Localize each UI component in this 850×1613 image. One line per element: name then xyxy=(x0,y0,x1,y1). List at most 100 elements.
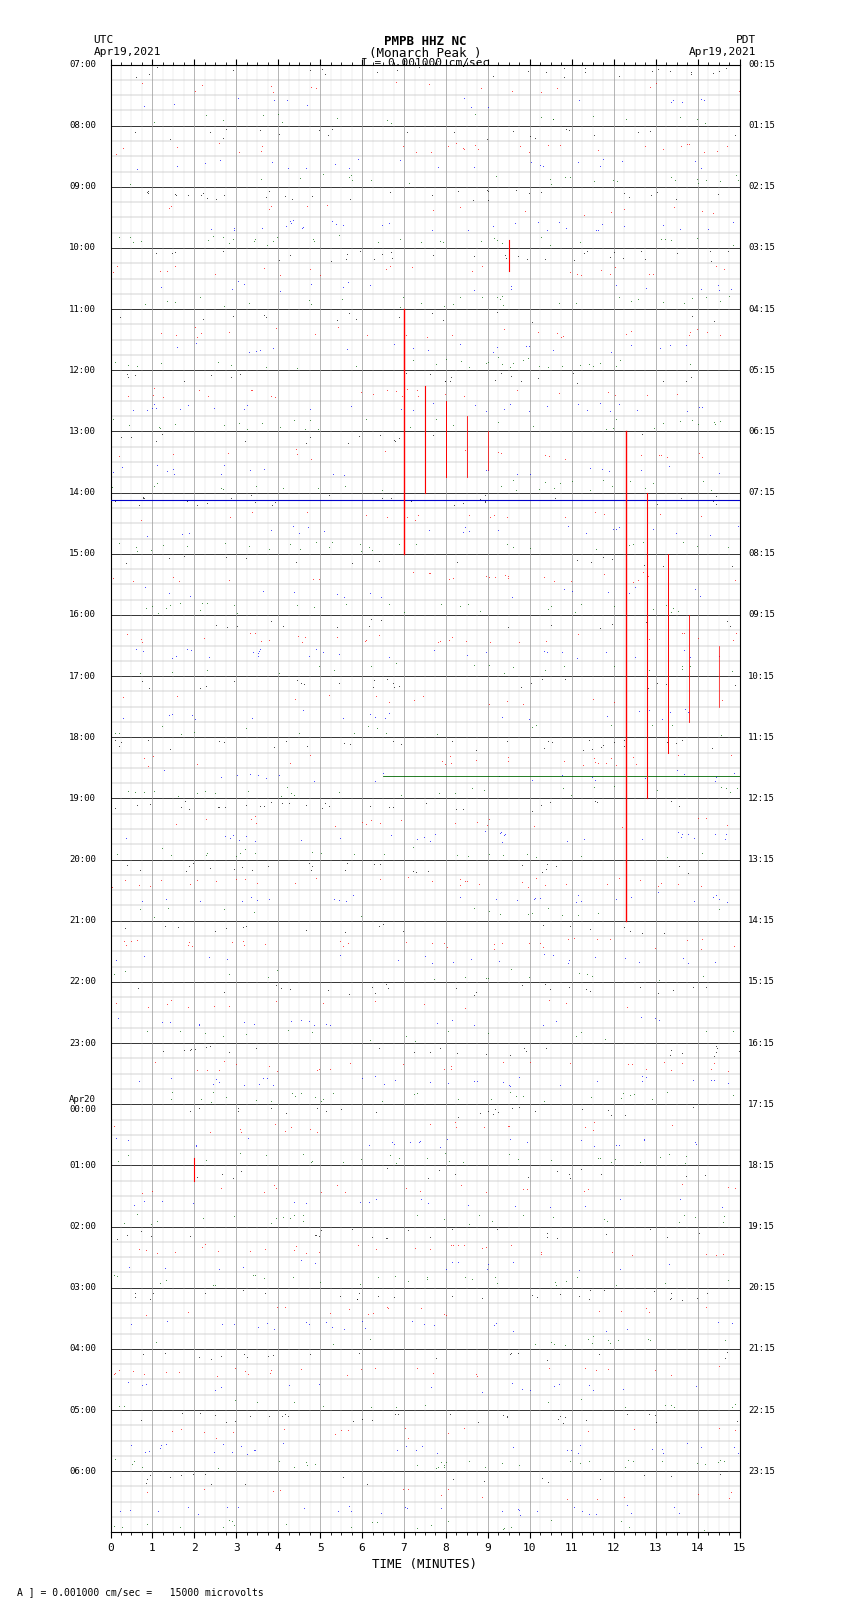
Text: 12:00: 12:00 xyxy=(69,366,96,374)
Point xyxy=(487,226,501,252)
Point xyxy=(530,1284,543,1310)
Point xyxy=(181,1300,195,1326)
Point xyxy=(663,58,677,84)
Point xyxy=(247,898,261,924)
Point xyxy=(266,336,280,361)
Point xyxy=(380,1294,394,1319)
Point xyxy=(683,323,696,348)
Point xyxy=(620,1316,633,1342)
Point xyxy=(302,1311,315,1337)
Point xyxy=(670,240,683,266)
Point xyxy=(613,1186,626,1211)
Point xyxy=(340,240,354,266)
Point xyxy=(358,1315,371,1340)
Point xyxy=(261,853,275,879)
Text: 16:15: 16:15 xyxy=(748,1039,774,1047)
Point xyxy=(540,1036,553,1061)
Point xyxy=(375,486,388,511)
Point xyxy=(479,1179,493,1205)
Point xyxy=(662,1252,676,1277)
Point xyxy=(158,913,172,939)
Point xyxy=(517,1036,530,1061)
Point xyxy=(218,823,231,848)
X-axis label: TIME (MINUTES): TIME (MINUTES) xyxy=(372,1558,478,1571)
Point xyxy=(111,1148,125,1174)
Point xyxy=(264,194,278,219)
Point xyxy=(525,310,539,336)
Point xyxy=(429,406,443,432)
Point xyxy=(651,492,665,518)
Point xyxy=(286,513,300,539)
Point xyxy=(442,627,456,653)
Point xyxy=(586,686,599,711)
Point xyxy=(690,532,704,558)
Point xyxy=(598,1026,612,1052)
Point xyxy=(218,729,231,755)
Point xyxy=(190,868,204,894)
Point xyxy=(614,1508,627,1534)
Point xyxy=(222,994,235,1019)
Point xyxy=(231,268,245,294)
Point xyxy=(588,944,602,969)
Point xyxy=(678,697,692,723)
Point xyxy=(364,808,377,834)
Point xyxy=(258,794,271,819)
Point xyxy=(267,1173,280,1198)
Point xyxy=(258,1281,272,1307)
Point xyxy=(687,824,700,850)
Point xyxy=(344,161,358,187)
Point xyxy=(203,1119,217,1145)
Point xyxy=(171,153,184,179)
Point xyxy=(453,284,467,310)
Point xyxy=(222,568,235,594)
Text: 21:00: 21:00 xyxy=(69,916,96,926)
Text: 10:00: 10:00 xyxy=(69,244,96,253)
Point xyxy=(648,936,661,961)
Point xyxy=(366,1407,379,1432)
Point xyxy=(140,1466,154,1492)
Point xyxy=(446,1232,460,1258)
Point xyxy=(392,1145,405,1171)
Point xyxy=(677,637,690,663)
Point xyxy=(396,918,410,944)
Point xyxy=(199,673,212,698)
Point xyxy=(406,397,420,423)
Point xyxy=(449,131,462,156)
Point xyxy=(574,1155,587,1181)
Point xyxy=(284,1008,298,1034)
Point xyxy=(509,1084,523,1110)
Point xyxy=(688,1129,701,1155)
Point xyxy=(403,415,416,440)
Point xyxy=(227,857,241,882)
Point xyxy=(364,653,377,679)
Point xyxy=(264,384,278,410)
Point xyxy=(491,345,505,371)
Point xyxy=(296,215,309,240)
Point xyxy=(285,1115,298,1140)
Point xyxy=(553,1281,567,1307)
Point xyxy=(593,390,607,416)
Point xyxy=(541,1347,554,1373)
Point xyxy=(308,1084,321,1110)
Point xyxy=(719,776,733,802)
Point xyxy=(581,1418,595,1444)
Point xyxy=(497,316,511,342)
Point xyxy=(109,1360,122,1386)
Point xyxy=(111,444,125,469)
Point xyxy=(502,1042,516,1068)
Point xyxy=(333,1284,347,1310)
Point xyxy=(381,1295,394,1321)
Point xyxy=(672,1500,685,1526)
Point xyxy=(724,276,738,302)
Point xyxy=(209,1066,223,1092)
Point xyxy=(400,323,413,348)
Point xyxy=(201,1057,214,1082)
Point xyxy=(167,440,180,466)
Point xyxy=(216,224,230,250)
Point xyxy=(305,853,319,879)
Point xyxy=(713,408,727,434)
Point xyxy=(462,502,476,527)
Point xyxy=(457,1232,471,1258)
Point xyxy=(672,871,685,897)
Point xyxy=(504,363,518,389)
